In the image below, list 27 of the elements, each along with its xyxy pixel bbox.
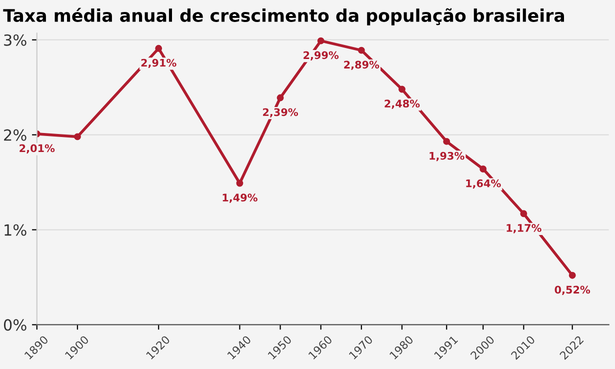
point xyxy=(276,94,284,102)
data-label: 1,64% xyxy=(466,179,501,189)
chart-title: Taxa média anual de crescimento da população brasileira xyxy=(3,8,564,26)
data-label: 2,91% xyxy=(141,58,176,68)
point xyxy=(568,272,576,279)
data-label: 1,17% xyxy=(506,224,542,234)
point xyxy=(358,46,365,54)
point xyxy=(443,138,450,145)
data-label: 2,99% xyxy=(304,51,339,60)
data-label: 2,01% xyxy=(20,144,55,154)
point xyxy=(155,44,162,52)
point xyxy=(480,166,487,172)
point xyxy=(317,37,324,44)
data-label: 2,39% xyxy=(263,108,298,118)
data-label: 0,52% xyxy=(554,286,590,295)
y-tick-label: 1% xyxy=(4,224,26,236)
data-label: 1,49% xyxy=(222,194,258,203)
y-tick-label: 0% xyxy=(4,319,26,331)
data-label: 1,93% xyxy=(430,152,464,162)
point xyxy=(74,133,81,140)
y-tick-label: 2% xyxy=(4,129,26,141)
data-label: 2,48% xyxy=(384,100,420,109)
y-tick-label: 3% xyxy=(4,34,26,46)
point xyxy=(236,180,244,187)
point xyxy=(520,210,528,218)
data-label: 2,89% xyxy=(344,60,380,70)
point xyxy=(398,86,406,93)
